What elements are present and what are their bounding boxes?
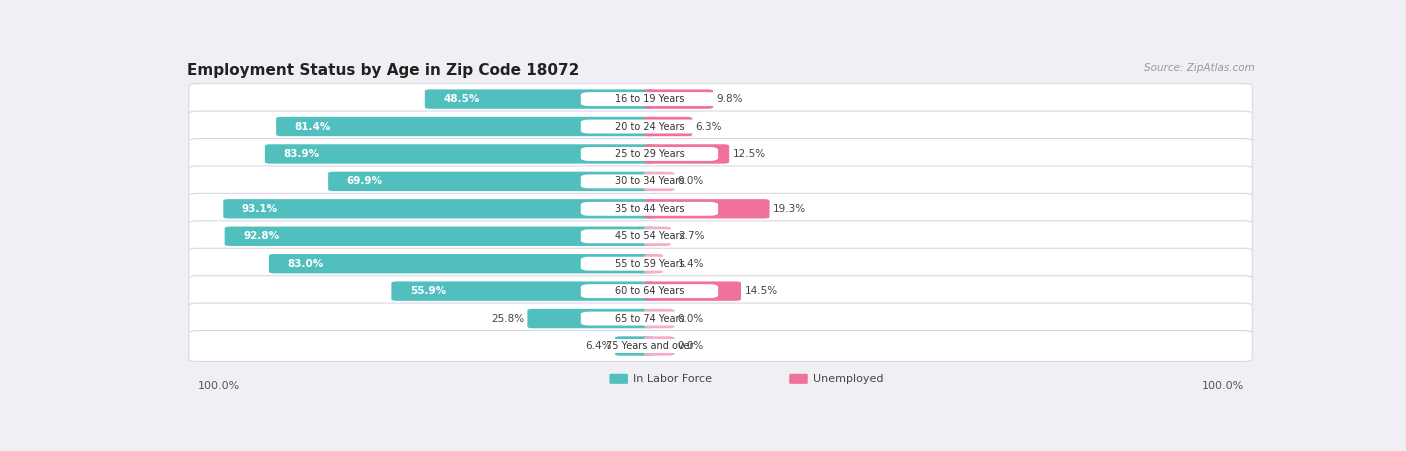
- FancyBboxPatch shape: [581, 147, 718, 161]
- FancyBboxPatch shape: [644, 172, 675, 191]
- FancyBboxPatch shape: [789, 374, 807, 384]
- FancyBboxPatch shape: [581, 257, 718, 271]
- FancyBboxPatch shape: [425, 89, 655, 109]
- Text: 25 to 29 Years: 25 to 29 Years: [614, 149, 685, 159]
- Text: 35 to 44 Years: 35 to 44 Years: [614, 204, 685, 214]
- FancyBboxPatch shape: [264, 144, 655, 164]
- Text: 83.9%: 83.9%: [284, 149, 319, 159]
- Text: 6.4%: 6.4%: [585, 341, 612, 351]
- Text: 100.0%: 100.0%: [197, 381, 240, 391]
- Text: 25.8%: 25.8%: [491, 313, 524, 323]
- Text: 48.5%: 48.5%: [443, 94, 479, 104]
- FancyBboxPatch shape: [644, 89, 713, 109]
- FancyBboxPatch shape: [527, 309, 655, 328]
- Text: 20 to 24 Years: 20 to 24 Years: [614, 121, 685, 132]
- FancyBboxPatch shape: [188, 166, 1253, 197]
- Text: 0.0%: 0.0%: [678, 341, 704, 351]
- FancyBboxPatch shape: [644, 144, 730, 164]
- Text: Source: ZipAtlas.com: Source: ZipAtlas.com: [1143, 63, 1254, 73]
- Text: 65 to 74 Years: 65 to 74 Years: [614, 313, 685, 323]
- FancyBboxPatch shape: [188, 221, 1253, 252]
- FancyBboxPatch shape: [188, 276, 1253, 307]
- Text: 2.7%: 2.7%: [678, 231, 704, 241]
- FancyBboxPatch shape: [188, 303, 1253, 334]
- FancyBboxPatch shape: [269, 254, 655, 273]
- FancyBboxPatch shape: [644, 281, 741, 301]
- FancyBboxPatch shape: [609, 374, 628, 384]
- FancyBboxPatch shape: [644, 117, 692, 136]
- Text: 0.0%: 0.0%: [678, 176, 704, 186]
- FancyBboxPatch shape: [644, 309, 675, 328]
- Text: 30 to 34 Years: 30 to 34 Years: [614, 176, 685, 186]
- Text: 45 to 54 Years: 45 to 54 Years: [614, 231, 685, 241]
- Text: 83.0%: 83.0%: [287, 259, 323, 269]
- Text: 60 to 64 Years: 60 to 64 Years: [614, 286, 685, 296]
- Text: 93.1%: 93.1%: [242, 204, 278, 214]
- Text: 6.3%: 6.3%: [696, 121, 723, 132]
- Text: 69.9%: 69.9%: [347, 176, 382, 186]
- Text: 75 Years and over: 75 Years and over: [606, 341, 693, 351]
- FancyBboxPatch shape: [188, 248, 1253, 279]
- FancyBboxPatch shape: [224, 199, 655, 219]
- Text: 14.5%: 14.5%: [744, 286, 778, 296]
- Text: 9.8%: 9.8%: [717, 94, 742, 104]
- FancyBboxPatch shape: [188, 331, 1253, 361]
- FancyBboxPatch shape: [276, 117, 655, 136]
- Text: 0.0%: 0.0%: [678, 313, 704, 323]
- FancyBboxPatch shape: [328, 172, 655, 191]
- FancyBboxPatch shape: [581, 175, 718, 189]
- Text: 92.8%: 92.8%: [243, 231, 280, 241]
- FancyBboxPatch shape: [614, 336, 655, 356]
- FancyBboxPatch shape: [391, 281, 655, 301]
- FancyBboxPatch shape: [644, 199, 769, 219]
- FancyBboxPatch shape: [188, 111, 1253, 142]
- FancyBboxPatch shape: [188, 138, 1253, 170]
- FancyBboxPatch shape: [581, 339, 718, 353]
- FancyBboxPatch shape: [581, 120, 718, 133]
- Text: 16 to 19 Years: 16 to 19 Years: [614, 94, 685, 104]
- Text: Unemployed: Unemployed: [813, 374, 884, 384]
- Text: 55.9%: 55.9%: [411, 286, 446, 296]
- FancyBboxPatch shape: [644, 254, 664, 273]
- FancyBboxPatch shape: [188, 83, 1253, 115]
- FancyBboxPatch shape: [581, 92, 718, 106]
- Text: In Labor Force: In Labor Force: [633, 374, 713, 384]
- FancyBboxPatch shape: [644, 336, 675, 356]
- FancyBboxPatch shape: [581, 284, 718, 298]
- Text: 12.5%: 12.5%: [733, 149, 765, 159]
- FancyBboxPatch shape: [581, 312, 718, 326]
- FancyBboxPatch shape: [644, 226, 671, 246]
- FancyBboxPatch shape: [581, 229, 718, 243]
- FancyBboxPatch shape: [188, 193, 1253, 224]
- Text: 100.0%: 100.0%: [1201, 381, 1244, 391]
- FancyBboxPatch shape: [225, 226, 655, 246]
- Text: 1.4%: 1.4%: [678, 259, 704, 269]
- Text: 81.4%: 81.4%: [295, 121, 330, 132]
- FancyBboxPatch shape: [581, 202, 718, 216]
- Text: 19.3%: 19.3%: [773, 204, 806, 214]
- Text: Employment Status by Age in Zip Code 18072: Employment Status by Age in Zip Code 180…: [187, 63, 579, 78]
- Text: 55 to 59 Years: 55 to 59 Years: [614, 259, 685, 269]
